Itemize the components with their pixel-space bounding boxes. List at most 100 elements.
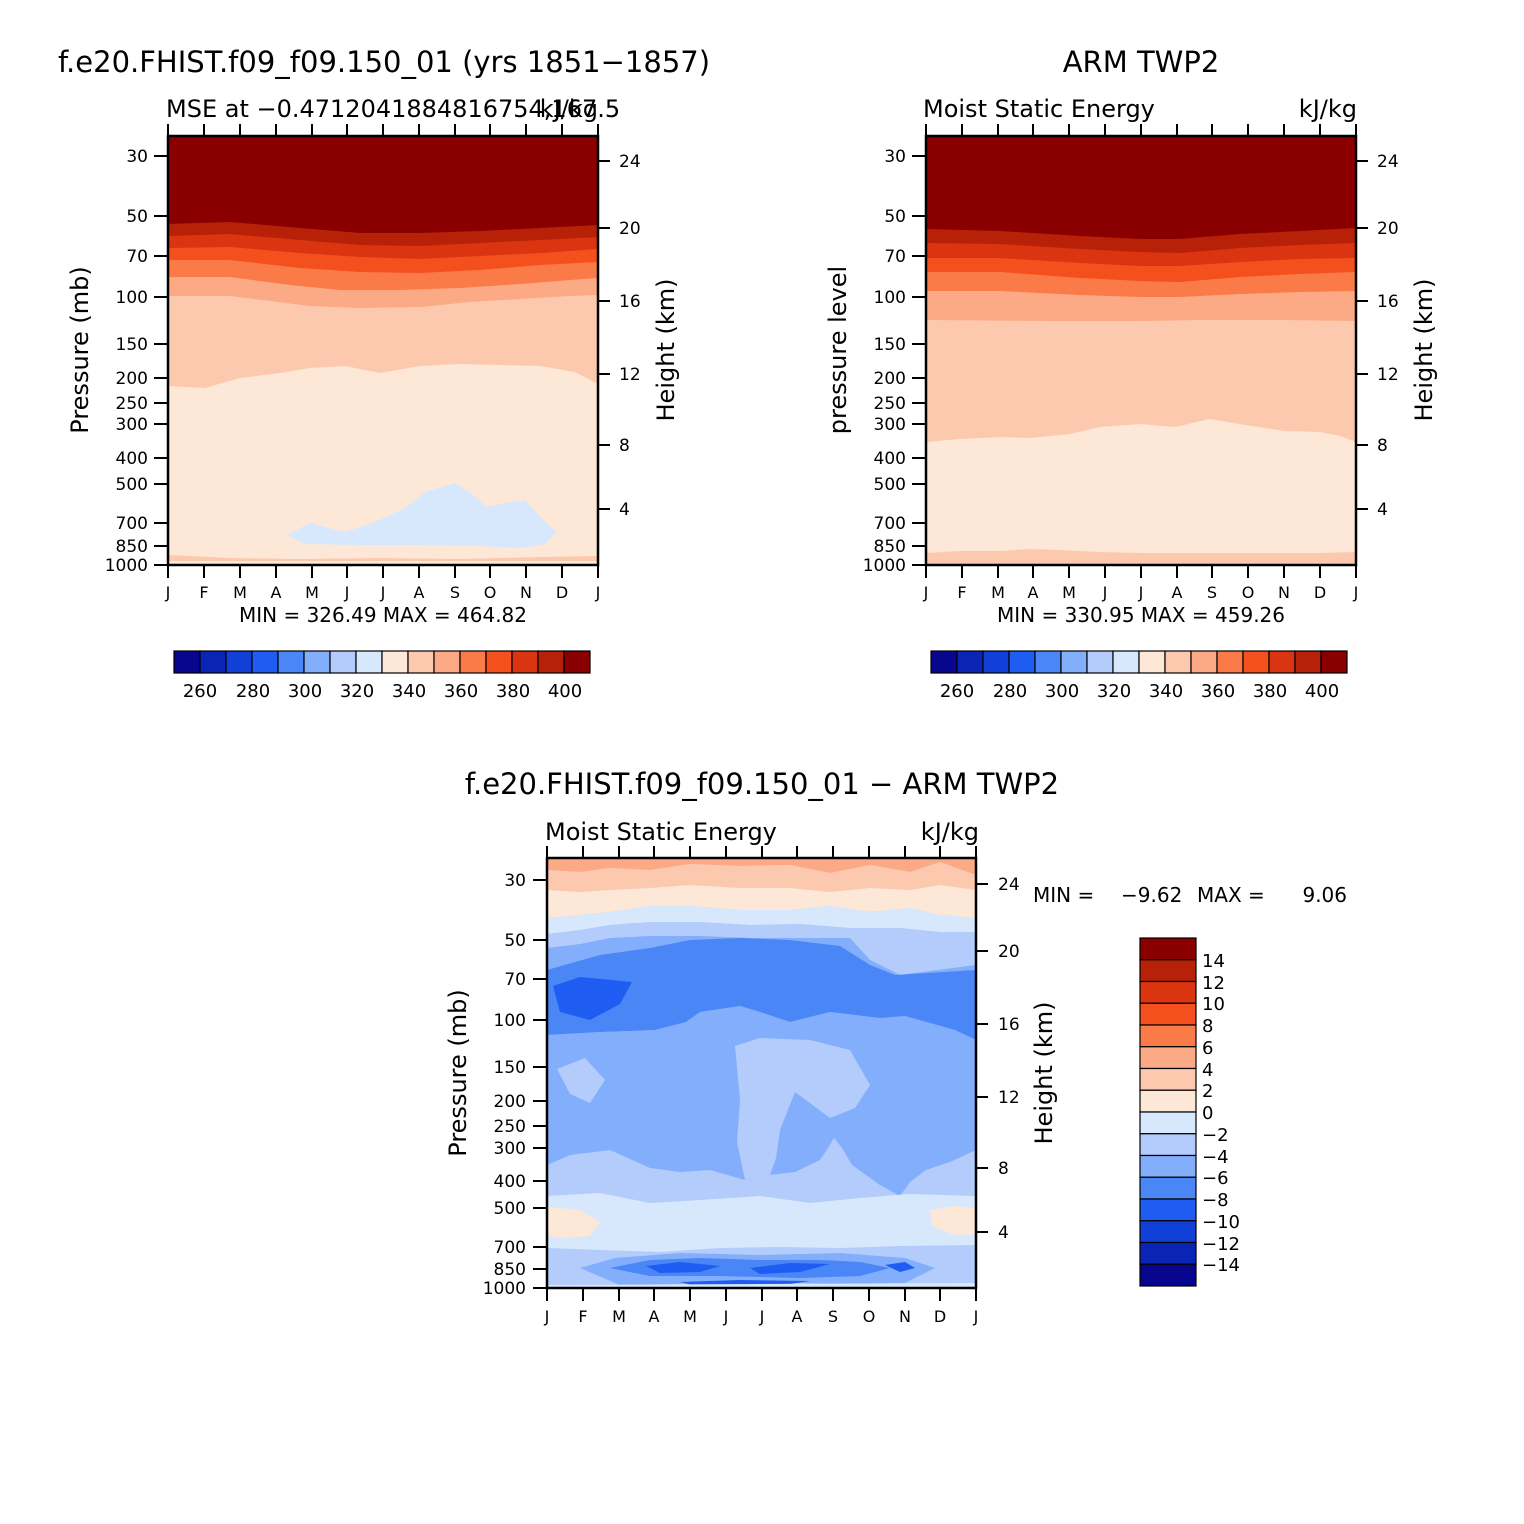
height-ticks bbox=[976, 883, 988, 1233]
panel-title: f.e20.FHIST.f09_f09.150_01 − ARM TWP2 bbox=[465, 767, 1059, 801]
colorbar-box bbox=[1139, 937, 1197, 961]
colorbar-label: 300 bbox=[288, 681, 322, 702]
colorbar-box bbox=[930, 650, 958, 674]
colorbar-box bbox=[982, 650, 1010, 674]
y2-tick-label: 12 bbox=[619, 365, 641, 385]
colorbar-box bbox=[1139, 1263, 1197, 1287]
colorbar-box bbox=[303, 650, 331, 674]
colorbar-box bbox=[1139, 1198, 1197, 1222]
colorbar-box bbox=[1164, 650, 1192, 674]
colorbar-label: 340 bbox=[1149, 681, 1183, 702]
panel-subtitle-left: Moist Static Energy bbox=[545, 818, 777, 846]
contour-band bbox=[735, 1038, 870, 1180]
y-tick-label: 30 bbox=[126, 147, 148, 167]
stats-min-value: −9.62 bbox=[1121, 883, 1182, 907]
colorbar-box bbox=[1139, 1176, 1197, 1200]
colorbar-box bbox=[956, 650, 984, 674]
stats-text: MIN = −9.62 MAX = 9.06 bbox=[1033, 883, 1347, 907]
y-tick-label: 200 bbox=[874, 369, 906, 389]
stats-text: MIN = 330.95 MAX = 459.26 bbox=[997, 603, 1285, 627]
colorbar-box bbox=[407, 650, 435, 674]
contour-band bbox=[168, 561, 598, 565]
y-tick-label: 250 bbox=[116, 394, 148, 414]
y-tick-label: 50 bbox=[504, 931, 526, 951]
y-tick-label: 400 bbox=[874, 449, 906, 469]
x-tick-label: J bbox=[544, 1307, 550, 1326]
colorbar-box bbox=[563, 650, 591, 674]
y-tick-label: 850 bbox=[116, 537, 148, 557]
x-tick-label: J bbox=[595, 583, 601, 602]
colorbar-labels: 14 12 10 8 6 4 2 0 −2 −4 −6 −8 −10 −12 −… bbox=[1202, 951, 1240, 1276]
y-tick-label: 700 bbox=[874, 514, 906, 534]
colorbar-label: 12 bbox=[1202, 973, 1225, 994]
panel-subtitle-right: kJ/kg bbox=[540, 95, 598, 123]
height-tick-labels: 4 8 12 16 20 24 bbox=[998, 875, 1020, 1243]
colorbar-label: 360 bbox=[1201, 681, 1235, 702]
pressure-ticks bbox=[533, 879, 547, 1289]
height-ticks bbox=[1356, 160, 1368, 510]
y2-tick-label: 4 bbox=[998, 1223, 1009, 1243]
colorbar-box bbox=[511, 650, 539, 674]
colorbar-box bbox=[1216, 650, 1244, 674]
x-tick-label: A bbox=[414, 583, 425, 602]
y2-tick-label: 16 bbox=[619, 292, 641, 312]
contour-band bbox=[926, 419, 1356, 565]
contour-field bbox=[168, 136, 598, 565]
y-tick-label: 100 bbox=[494, 1011, 526, 1031]
axis-ticks: 30 50 70 100 150 200 250 300 400 500 700… bbox=[483, 846, 1020, 1326]
colorbar-label: 380 bbox=[1253, 681, 1287, 702]
contour-band bbox=[885, 1262, 915, 1272]
colorbar-box bbox=[1060, 650, 1088, 674]
x-tick-label: D bbox=[1314, 583, 1326, 602]
colorbar-label: 340 bbox=[392, 681, 426, 702]
colorbar-label: −10 bbox=[1202, 1212, 1240, 1233]
colorbar-box bbox=[251, 650, 279, 674]
colorbar: 14 12 10 8 6 4 2 0 −2 −4 −6 −8 −10 −12 −… bbox=[1139, 937, 1240, 1287]
colorbar-label: −12 bbox=[1202, 1234, 1240, 1255]
colorbar-label: 6 bbox=[1202, 1038, 1213, 1059]
x-tick-label: J bbox=[165, 583, 171, 602]
y-tick-label: 300 bbox=[874, 415, 906, 435]
y-tick-label: 300 bbox=[494, 1139, 526, 1159]
x-tick-label: N bbox=[1278, 583, 1290, 602]
panel-subtitle-right: kJ/kg bbox=[1299, 95, 1357, 123]
colorbar-box bbox=[381, 650, 409, 674]
contour-field bbox=[547, 858, 976, 1288]
panel-title: f.e20.FHIST.f09_f09.150_01 (yrs 1851−185… bbox=[58, 45, 710, 79]
y-tick-label: 70 bbox=[884, 247, 906, 267]
contour-band bbox=[547, 1207, 600, 1238]
y-tick-label: 850 bbox=[874, 537, 906, 557]
colorbar-label: 0 bbox=[1202, 1103, 1213, 1124]
colorbar-box bbox=[1139, 959, 1197, 983]
colorbar-label: 8 bbox=[1202, 1016, 1213, 1037]
y2-tick-label: 20 bbox=[1377, 219, 1399, 239]
y-tick-label: 500 bbox=[116, 475, 148, 495]
x-tick-label: F bbox=[199, 583, 208, 602]
colorbar-box bbox=[459, 650, 487, 674]
x-tick-label: O bbox=[863, 1307, 876, 1326]
colorbar-label: −2 bbox=[1202, 1125, 1229, 1146]
y-tick-label: 150 bbox=[116, 335, 148, 355]
x-tick-label: A bbox=[1028, 583, 1039, 602]
y-tick-label: 1000 bbox=[105, 556, 148, 576]
y-tick-label: 850 bbox=[494, 1260, 526, 1280]
colorbar-box bbox=[355, 650, 383, 674]
colorbar-box bbox=[1190, 650, 1218, 674]
x-tick-label: J bbox=[1138, 583, 1144, 602]
y-tick-label: 1000 bbox=[863, 556, 906, 576]
colorbar-label: 2 bbox=[1202, 1081, 1213, 1102]
x-tick-label: A bbox=[649, 1307, 660, 1326]
x-tick-label: N bbox=[899, 1307, 911, 1326]
colorbar-box bbox=[173, 650, 201, 674]
y2-tick-label: 12 bbox=[1377, 365, 1399, 385]
y2-tick-label: 16 bbox=[998, 1015, 1020, 1035]
colorbar-box bbox=[329, 650, 357, 674]
contour-band bbox=[547, 858, 976, 875]
colorbar-box bbox=[1242, 650, 1270, 674]
y-tick-label: 150 bbox=[494, 1058, 526, 1078]
y2-tick-label: 16 bbox=[1377, 292, 1399, 312]
colorbar-box bbox=[225, 650, 253, 674]
